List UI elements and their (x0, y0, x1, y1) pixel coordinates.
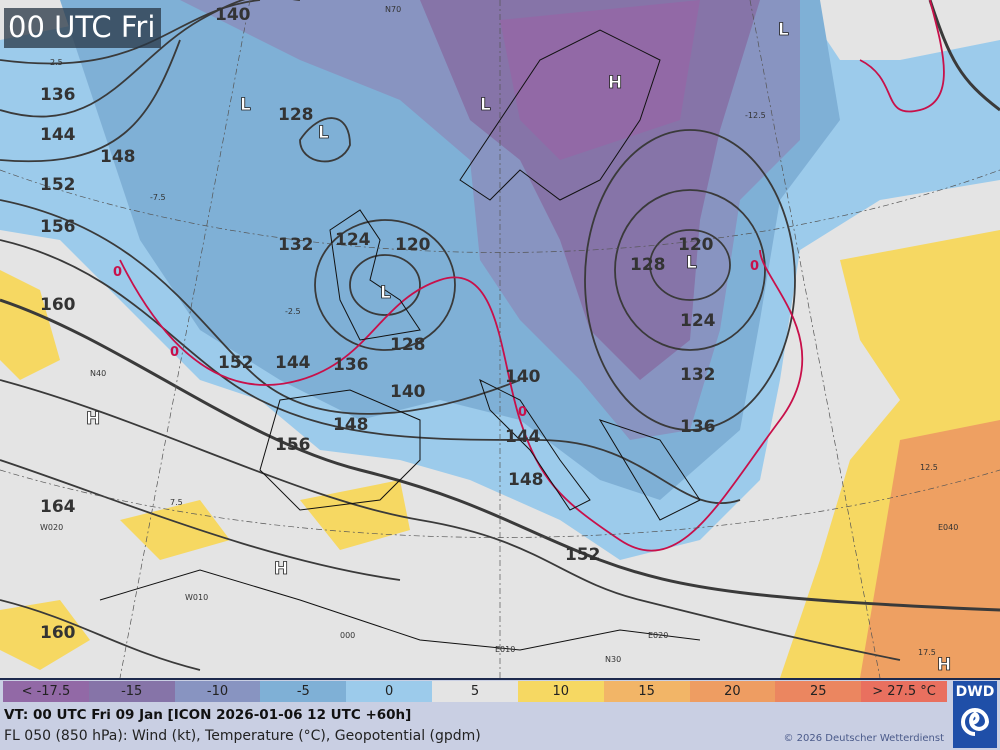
svg-text:164: 164 (40, 497, 76, 517)
coastlines (99, 29, 701, 651)
svg-text:120: 120 (395, 235, 431, 255)
freezing-line (119, 0, 945, 552)
level-description: FL 050 (850 hPa): Wind (kt), Temperature… (4, 728, 481, 744)
svg-text:132: 132 (680, 365, 716, 385)
freezing-labels: 0 0 0 0 (113, 259, 759, 420)
svg-text:136: 136 (40, 85, 76, 105)
svg-text:2.5: 2.5 (50, 58, 63, 67)
svg-text:N30: N30 (605, 655, 621, 664)
legend-item: 0 (346, 681, 433, 702)
svg-text:160: 160 (40, 623, 76, 643)
svg-text:128: 128 (630, 255, 666, 275)
valid-time-info: VT: 00 UTC Fri 09 Jan [ICON 2026-01-06 1… (4, 707, 412, 723)
svg-text:L: L (240, 95, 251, 115)
svg-text:144: 144 (40, 125, 76, 145)
svg-text:W020: W020 (40, 523, 63, 532)
legend-item: -5 (260, 681, 347, 702)
svg-text:128: 128 (390, 335, 426, 355)
svg-text:124: 124 (680, 311, 716, 331)
svg-text:12.5: 12.5 (920, 463, 938, 472)
svg-text:140: 140 (505, 367, 541, 387)
svg-text:H: H (86, 409, 100, 429)
contour-labels: 140 136 144 148 152 156 160 164 160 128 … (40, 5, 716, 643)
svg-text:H: H (274, 559, 288, 579)
legend-item: 15 (603, 681, 690, 702)
svg-text:148: 148 (100, 147, 136, 167)
svg-text:N40: N40 (90, 369, 106, 378)
svg-text:124: 124 (335, 230, 371, 250)
svg-text:144: 144 (505, 427, 541, 447)
svg-text:W010: W010 (185, 593, 208, 602)
svg-text:L: L (686, 253, 697, 273)
svg-text:152: 152 (40, 175, 76, 195)
svg-text:136: 136 (333, 355, 369, 375)
svg-text:0: 0 (113, 265, 122, 280)
svg-text:E010: E010 (495, 645, 515, 654)
temperature-legend: < -17.5 -15 -10 -5 0 5 10 15 20 25 > 27.… (3, 681, 947, 702)
svg-text:17.5: 17.5 (918, 648, 936, 657)
svg-text:128: 128 (278, 105, 314, 125)
svg-text:L: L (318, 123, 329, 143)
legend-item: < -17.5 (3, 681, 89, 702)
legend-item: -15 (88, 681, 175, 702)
svg-text:-2.5: -2.5 (285, 307, 301, 316)
legend-item: 5 (432, 681, 518, 702)
svg-text:L: L (778, 20, 789, 40)
pressure-centers: L L L L L L H H H H (86, 20, 952, 676)
valid-time-label: 00 UTC Fri (4, 8, 162, 48)
legend-item: 25 (775, 681, 862, 702)
svg-text:152: 152 (218, 353, 254, 373)
legend-item: > 27.5 °C (861, 681, 947, 702)
weather-map: 140 136 144 148 152 156 160 164 160 128 … (0, 0, 1000, 678)
svg-text:N70: N70 (385, 5, 401, 14)
svg-text:0: 0 (170, 345, 179, 360)
legend-item: 20 (689, 681, 776, 702)
svg-text:152: 152 (565, 545, 601, 565)
logo-text: DWD (955, 684, 995, 700)
legend-item: 10 (517, 681, 604, 702)
svg-text:-12.5: -12.5 (745, 111, 766, 120)
svg-text:H: H (608, 73, 622, 93)
svg-text:E040: E040 (938, 523, 958, 532)
svg-text:0: 0 (518, 405, 527, 420)
legend-item: -10 (174, 681, 261, 702)
footer: < -17.5 -15 -10 -5 0 5 10 15 20 25 > 27.… (0, 678, 1000, 750)
small-labels: 2.5 -2.5 -7.5 -12.5 7.5 12.5 17.5 W020 W… (40, 5, 958, 664)
svg-text:144: 144 (275, 353, 311, 373)
svg-text:156: 156 (275, 435, 311, 455)
svg-text:140: 140 (215, 5, 251, 25)
svg-text:156: 156 (40, 217, 76, 237)
svg-text:140: 140 (390, 382, 426, 402)
svg-text:L: L (480, 95, 491, 115)
svg-text:-7.5: -7.5 (150, 193, 166, 202)
svg-text:0: 0 (750, 259, 759, 274)
svg-text:E020: E020 (648, 631, 668, 640)
svg-text:L: L (380, 283, 391, 303)
svg-text:148: 148 (333, 415, 369, 435)
svg-text:000: 000 (340, 631, 355, 640)
graticule (0, 0, 1000, 678)
svg-text:148: 148 (508, 470, 544, 490)
dwd-logo: DWD (953, 681, 997, 748)
copyright: © 2026 Deutscher Wetterdienst (783, 733, 944, 744)
svg-text:7.5: 7.5 (170, 498, 183, 507)
svg-text:160: 160 (40, 295, 76, 315)
temp-zone-minus175 (500, 0, 700, 160)
svg-text:H: H (937, 655, 951, 675)
temp-zone-15-east (860, 420, 1000, 678)
temp-zone-10-west (0, 270, 410, 670)
svg-text:136: 136 (680, 417, 716, 437)
svg-text:132: 132 (278, 235, 314, 255)
swirl-icon (961, 708, 990, 736)
svg-text:120: 120 (678, 235, 714, 255)
